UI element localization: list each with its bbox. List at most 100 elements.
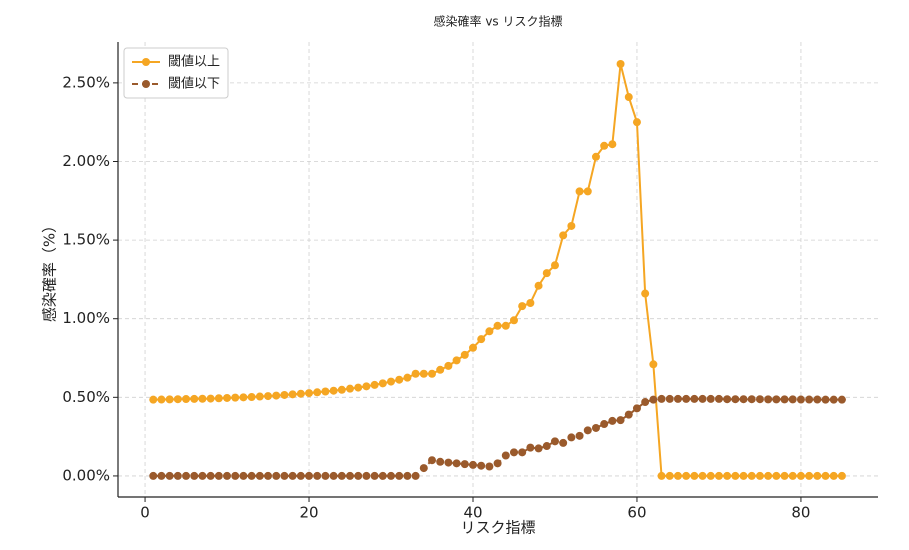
y-axis-label: 感染確率（%） <box>41 218 59 322</box>
data-point <box>608 416 617 425</box>
data-point <box>813 471 822 480</box>
data-point <box>337 471 346 480</box>
data-point <box>821 395 830 404</box>
data-point <box>649 395 658 404</box>
data-point <box>239 393 248 402</box>
data-point <box>378 471 387 480</box>
data-point <box>321 387 330 396</box>
data-point <box>419 464 428 473</box>
data-point <box>673 471 682 480</box>
data-point <box>198 471 207 480</box>
data-point <box>387 471 396 480</box>
legend-label: 閾値以下 <box>168 76 220 92</box>
data-point <box>346 384 355 393</box>
data-point <box>764 395 773 404</box>
data-point <box>321 471 330 480</box>
data-point <box>616 416 625 425</box>
data-point <box>403 373 412 382</box>
data-point <box>665 394 674 403</box>
y-tick-label: 0.50% <box>62 388 110 406</box>
data-point <box>264 392 273 401</box>
data-point <box>509 316 518 325</box>
data-point <box>452 459 461 468</box>
data-point <box>280 390 289 399</box>
data-point <box>411 471 420 480</box>
data-point <box>411 369 420 378</box>
data-point <box>346 471 355 480</box>
data-point <box>624 93 633 102</box>
data-point <box>559 231 568 240</box>
data-point <box>616 60 625 69</box>
data-point <box>600 420 609 429</box>
data-point <box>428 456 437 465</box>
data-point <box>575 187 584 196</box>
data-point <box>706 471 715 480</box>
data-point <box>796 395 805 404</box>
data-point <box>591 152 600 161</box>
data-point <box>428 369 437 378</box>
data-point <box>534 281 543 290</box>
data-point <box>223 393 232 402</box>
data-point <box>337 385 346 394</box>
x-tick-label: 0 <box>140 504 150 522</box>
data-point <box>296 389 305 398</box>
data-point <box>837 395 846 404</box>
data-point <box>198 394 207 403</box>
data-point <box>780 471 789 480</box>
data-point <box>231 393 240 402</box>
data-point <box>223 471 232 480</box>
data-point <box>247 393 256 402</box>
data-point <box>764 471 773 480</box>
data-point <box>436 457 445 466</box>
data-point <box>468 343 477 352</box>
data-point <box>829 471 838 480</box>
data-point <box>632 404 641 413</box>
data-point <box>173 471 182 480</box>
y-tick-label: 2.00% <box>62 152 110 170</box>
data-point <box>354 383 363 392</box>
legend-marker <box>142 58 150 66</box>
data-point <box>780 395 789 404</box>
data-point <box>165 395 174 404</box>
data-point <box>624 410 633 419</box>
data-point <box>370 380 379 389</box>
data-point <box>747 395 756 404</box>
data-point <box>739 471 748 480</box>
y-tick-label: 1.00% <box>62 309 110 327</box>
data-point <box>387 377 396 386</box>
legend-marker <box>142 80 150 88</box>
data-point <box>255 392 264 401</box>
data-point <box>288 471 297 480</box>
data-point <box>641 289 650 298</box>
data-point <box>468 460 477 469</box>
data-point <box>550 437 559 446</box>
data-point <box>690 394 699 403</box>
data-point <box>460 350 469 359</box>
data-point <box>444 361 453 370</box>
data-point <box>755 395 764 404</box>
data-point <box>665 471 674 480</box>
data-point <box>805 471 814 480</box>
series-line <box>153 63 842 477</box>
data-point <box>460 460 469 469</box>
data-point <box>182 471 191 480</box>
data-point <box>501 451 510 460</box>
data-point <box>419 369 428 378</box>
data-point <box>673 394 682 403</box>
data-point <box>452 356 461 365</box>
data-point <box>641 398 650 407</box>
data-point <box>403 471 412 480</box>
data-point <box>583 187 592 196</box>
data-point <box>329 386 338 395</box>
data-point <box>149 395 158 404</box>
data-point <box>305 471 314 480</box>
data-point <box>370 471 379 480</box>
data-point <box>805 395 814 404</box>
data-point <box>493 459 502 468</box>
data-point <box>583 426 592 435</box>
data-point <box>485 327 494 336</box>
data-point <box>354 471 363 480</box>
data-point <box>255 471 264 480</box>
x-tick-label: 80 <box>791 504 810 522</box>
